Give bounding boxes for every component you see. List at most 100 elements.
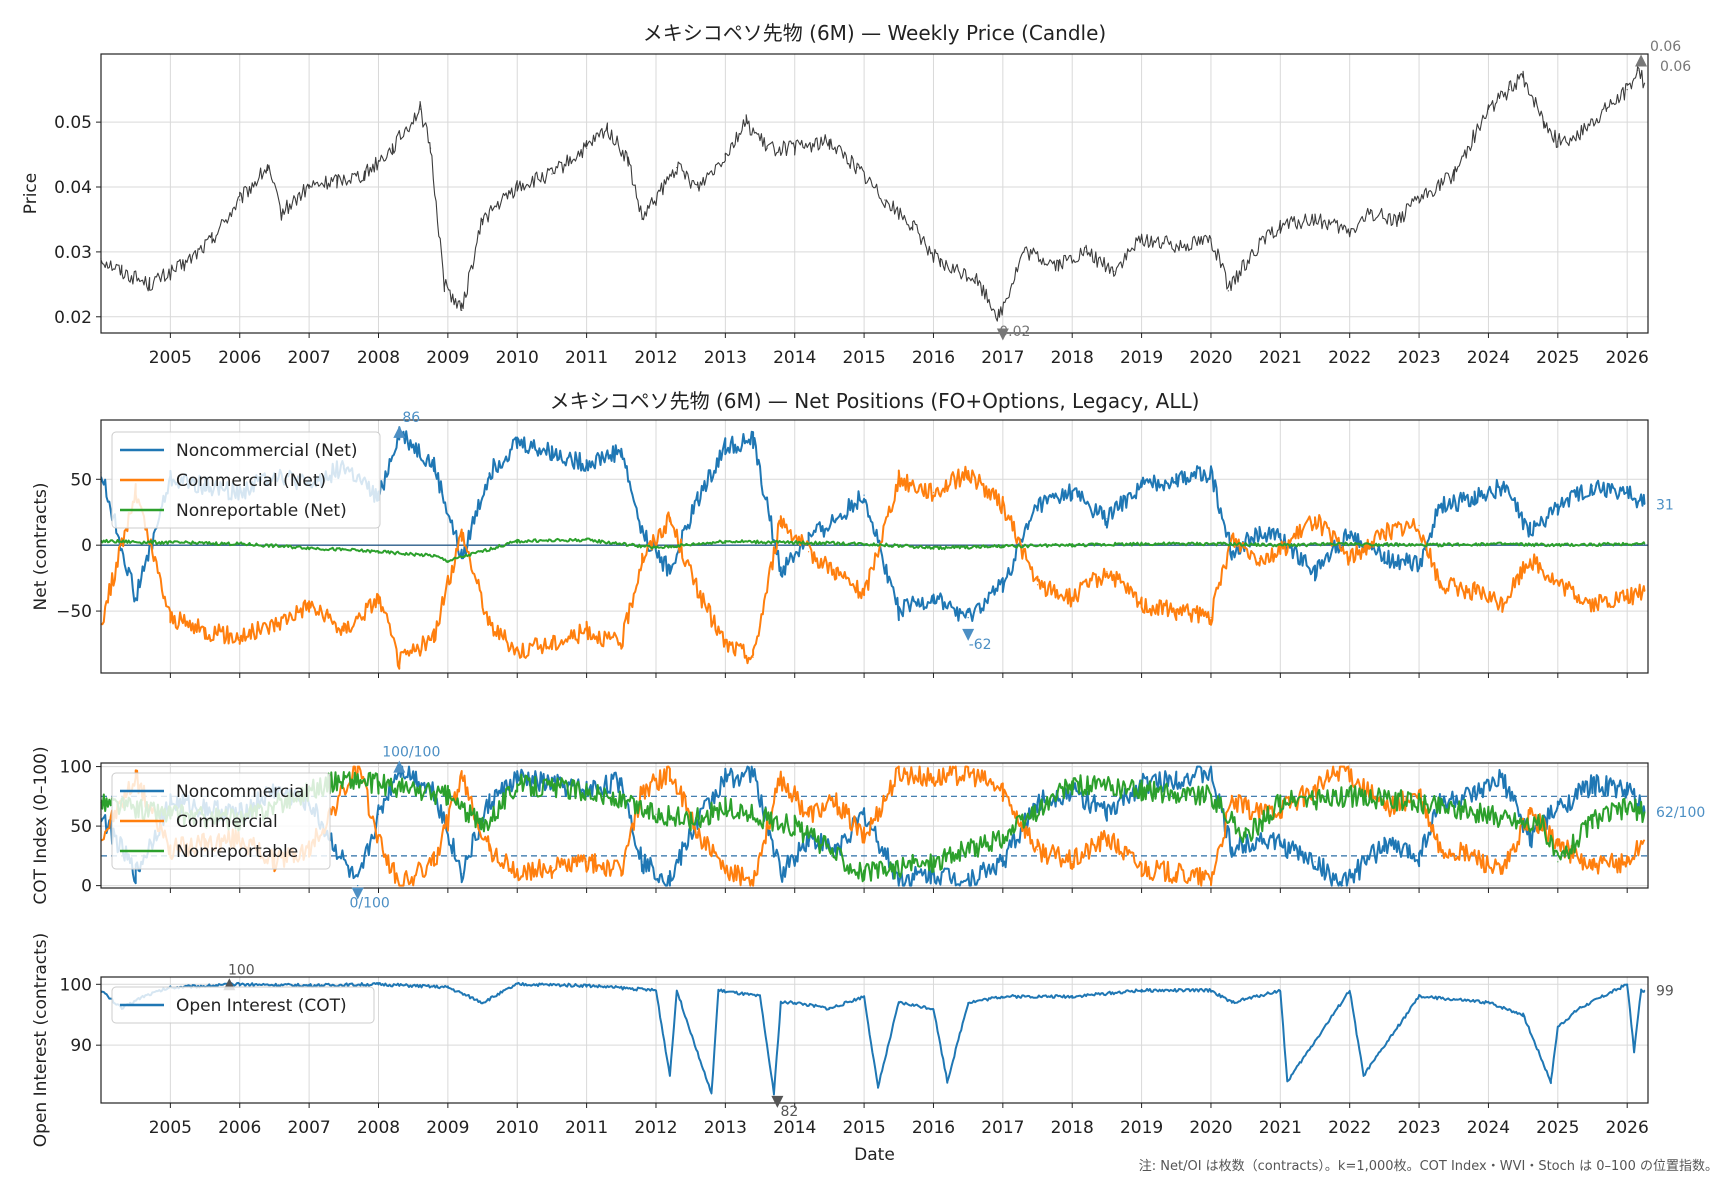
data-point: [239, 543, 241, 545]
data-point: [835, 570, 837, 573]
data-point: [1106, 570, 1108, 573]
data-point: [135, 873, 137, 875]
series-open-interest-cot-line: [101, 981, 1646, 1096]
data-point: [481, 1001, 484, 1004]
data-point: [794, 541, 796, 544]
data-point: [697, 831, 699, 833]
data-point: [1140, 485, 1143, 487]
data-point: [1418, 564, 1420, 566]
y-tick-label: 50: [70, 817, 92, 837]
data-point: [377, 551, 380, 553]
data-point: [377, 597, 380, 599]
data-point: [1349, 543, 1351, 545]
data-point: [1643, 839, 1646, 841]
open-interest-panel: 90 100 2005 2006 2007 2008 2009 2010 2011 2012 201…: [31, 933, 1674, 1165]
data-point: [1349, 795, 1351, 797]
data-point: [551, 173, 553, 175]
data-point: [1626, 491, 1628, 494]
data-point: [461, 309, 463, 311]
data-point: [697, 498, 699, 500]
data-point: [1636, 69, 1639, 71]
data-point: [1591, 485, 1594, 487]
data-point: [932, 777, 935, 780]
data-point: [1279, 225, 1281, 227]
x-tick-label: 2026: [1606, 1118, 1649, 1138]
data-point: [898, 478, 900, 480]
data-point: [697, 590, 699, 592]
data-point: [516, 777, 518, 780]
data-point: [343, 777, 345, 780]
data-point: [461, 777, 463, 780]
data-point: [780, 873, 782, 875]
data-point: [1626, 597, 1628, 599]
data-point: [1071, 861, 1073, 863]
data-point: [641, 861, 643, 863]
data-point: [1314, 570, 1316, 573]
data-point: [1036, 801, 1039, 803]
data-point: [433, 465, 435, 467]
data-point: [1501, 603, 1503, 606]
data-point: [1550, 1081, 1552, 1083]
data-point: [1002, 584, 1004, 586]
data-point: [308, 603, 310, 606]
data-point: [724, 445, 726, 447]
series-commercial-line: [101, 765, 1645, 887]
data-point: [516, 983, 518, 985]
y-tick-label: 0.04: [54, 178, 92, 198]
data-point: [443, 283, 445, 285]
data-point: [752, 771, 754, 774]
data-point: [773, 1093, 775, 1095]
data-point: [377, 837, 380, 839]
data-point: [169, 617, 171, 619]
data-point: [1501, 485, 1503, 487]
data-point: [1231, 1001, 1233, 1004]
data-point: [759, 995, 761, 998]
x-tick-label: 2009: [426, 348, 469, 368]
data-point: [1106, 837, 1108, 839]
data-point: [266, 166, 269, 169]
x-tick-label: 2016: [912, 348, 955, 368]
x-tick-label: 2023: [1397, 348, 1440, 368]
annotation-arrow: [393, 760, 406, 773]
legend-label: Nonreportable (Net): [176, 501, 347, 521]
data-point: [1231, 537, 1233, 540]
x-tick-label: 2011: [565, 1118, 608, 1138]
x-tick-label: 2017: [981, 1118, 1024, 1138]
x-tick-label: 2018: [1051, 348, 1094, 368]
data-point: [481, 825, 484, 827]
annotation-label: 99: [1656, 983, 1674, 999]
cot-index-panel: 0 50 100 COT Index (0–100) 100/100 0/100 62/10…: [31, 745, 1705, 912]
data-point: [1245, 837, 1247, 839]
data-point: [877, 1087, 879, 1089]
x-tick-label: 2025: [1536, 348, 1579, 368]
data-point: [211, 238, 213, 240]
data-point: [1557, 861, 1559, 863]
data-point: [239, 983, 241, 985]
data-point: [1643, 811, 1646, 813]
data-point: [1210, 795, 1212, 797]
data-point: [1071, 491, 1073, 494]
data-point: [1473, 795, 1476, 797]
x-tick-label: 2006: [218, 1118, 261, 1138]
data-point: [1140, 603, 1143, 606]
series-nonreportable-line: [101, 771, 1646, 883]
data-point: [1605, 108, 1607, 110]
data-point: [1418, 524, 1420, 527]
data-point: [690, 819, 692, 821]
data-point: [204, 630, 206, 632]
x-tick-label: 2020: [1189, 1118, 1232, 1138]
y-tick-label: 50: [70, 470, 92, 490]
data-point: [1279, 551, 1281, 553]
data-point: [932, 597, 935, 599]
data-point: [516, 186, 518, 188]
data-point: [1140, 867, 1143, 869]
data-point: [1591, 783, 1594, 786]
data-point: [239, 636, 241, 639]
data-point: [710, 1093, 713, 1095]
legend-label: Noncommercial: [176, 782, 309, 802]
data-point: [856, 166, 858, 169]
data-point: [433, 861, 435, 863]
data-point: [669, 570, 671, 573]
data-point: [724, 777, 726, 780]
data-point: [1002, 837, 1004, 839]
